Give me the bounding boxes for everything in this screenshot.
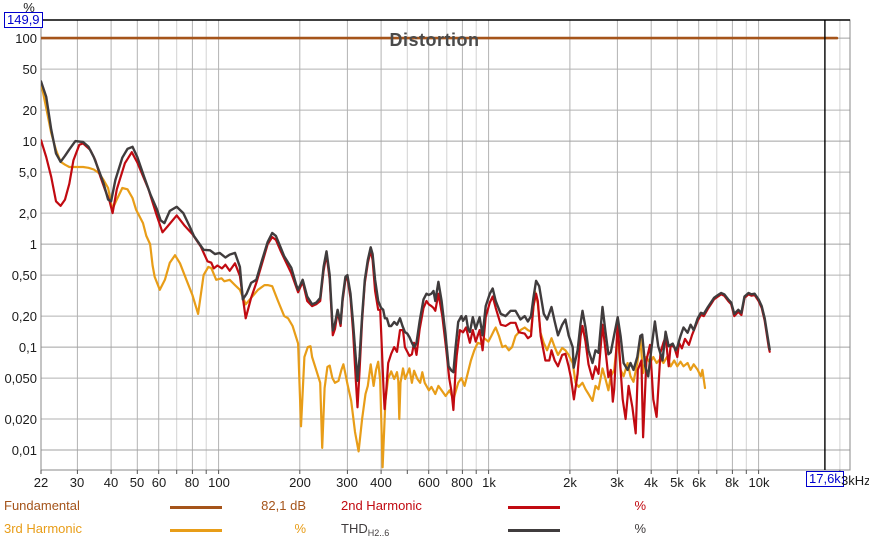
x-tick-label: 60 — [151, 475, 167, 490]
x-tick-label: 4k — [644, 475, 658, 490]
y-tick-label: 0,1 — [18, 340, 37, 355]
y-tick-label: 2,0 — [18, 206, 37, 221]
x-tick-label: 3k — [610, 475, 624, 490]
y-tick-label: 0,50 — [11, 268, 37, 283]
x-axis-end-label: 3kHz — [841, 473, 869, 488]
legend-thd-swatch — [508, 529, 560, 532]
x-tick-label: 10k — [748, 475, 770, 490]
x-tick-label: 50 — [129, 475, 145, 490]
x-tick-label: 200 — [289, 475, 311, 490]
y-tick-label: 0,20 — [11, 309, 37, 324]
thd-h2-6-curve — [41, 80, 771, 382]
x-tick-label: 1k — [482, 475, 496, 490]
x-tick-label: 30 — [69, 475, 85, 490]
y-tick-label: 50 — [22, 62, 37, 77]
y-tick-label: 0,020 — [4, 412, 37, 427]
y-tick-label: 0,01 — [11, 443, 37, 458]
legend-fundamental-swatch — [170, 506, 222, 509]
x-tick-label: 8k — [725, 475, 739, 490]
x-tick-label: 400 — [370, 475, 392, 490]
2nd-harmonic-curve — [41, 139, 771, 439]
legend-thd-subscript: H2..6 — [367, 528, 390, 538]
x-tick-label: 22 — [33, 475, 49, 490]
legend-row-2: 3rd Harmonic % THDH2..6 % — [0, 521, 869, 543]
legend-3rd-harmonic-label: 3rd Harmonic — [4, 521, 83, 536]
x-tick-label: 100 — [208, 475, 230, 490]
legend: Fundamental 82,1 dB 2nd Harmonic % 3rd H… — [0, 497, 869, 543]
y-tick-label: 5,0 — [18, 165, 37, 180]
x-tick-label: 5k — [670, 475, 684, 490]
legend-thd-text: THD — [341, 521, 368, 536]
x-tick-label: 600 — [418, 475, 440, 490]
legend-thd-value: % — [634, 521, 646, 536]
x-tick-label: 300 — [336, 475, 358, 490]
legend-2nd-harmonic-swatch — [508, 506, 560, 509]
x-tick-label: 40 — [103, 475, 119, 490]
y-tick-label: 10 — [22, 134, 37, 149]
x-tick-label: 2k — [563, 475, 577, 490]
y-cursor-value-box[interactable]: 149,9 — [4, 12, 43, 28]
legend-3rd-harmonic-value: % — [294, 521, 306, 536]
legend-fundamental-value: 82,1 dB — [261, 498, 306, 513]
y-axis-unit-label: % — [23, 0, 35, 15]
x-tick-label: 6k — [692, 475, 706, 490]
legend-2nd-harmonic-value: % — [634, 498, 646, 513]
3rd-harmonic-curve — [41, 81, 707, 469]
x-tick-label: 800 — [451, 475, 473, 490]
chart-title: Distortion — [389, 30, 480, 50]
y-tick-label: 0,050 — [4, 371, 37, 386]
x-cursor-value-box[interactable]: 17,6k — [806, 471, 844, 487]
legend-3rd-harmonic-swatch — [170, 529, 222, 532]
legend-fundamental-label: Fundamental — [4, 498, 80, 513]
legend-row-1: Fundamental 82,1 dB 2nd Harmonic % — [0, 498, 869, 520]
y-tick-label: 20 — [22, 103, 37, 118]
legend-thd-label: THDH2..6 — [341, 521, 501, 538]
x-tick-label: 80 — [184, 475, 200, 490]
legend-2nd-harmonic-label: 2nd Harmonic — [341, 498, 422, 513]
y-tick-label: 1 — [29, 237, 37, 252]
plot-border — [40, 19, 851, 471]
y-tick-label: 100 — [15, 31, 37, 46]
